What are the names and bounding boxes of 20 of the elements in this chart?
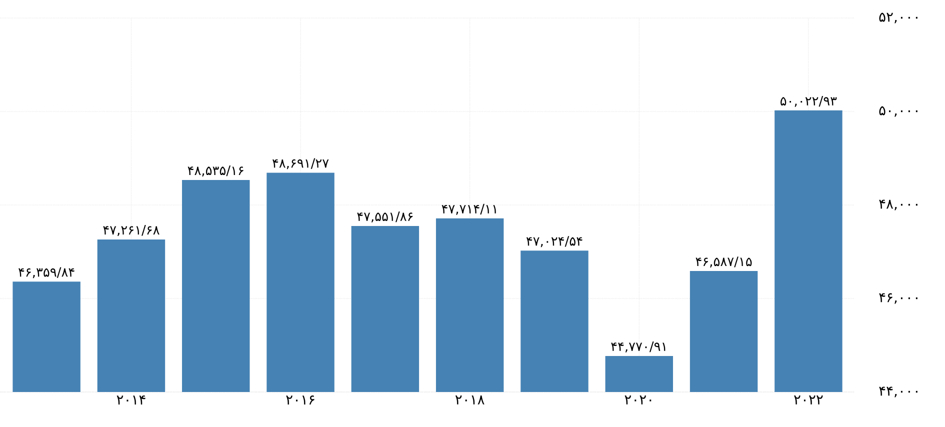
data-label: ۵۰,۰۲۲/۹۳ — [780, 96, 837, 107]
y-tick-label: ۵۲,۰۰۰ — [879, 12, 918, 24]
data-label: ۴۶,۳۵۹/۸۴ — [18, 267, 74, 278]
data-label: ۴۷,۲۶۱/۶۸ — [103, 225, 160, 236]
data-label: ۴۸,۶۹۱/۲۷ — [272, 158, 329, 170]
data-label: ۴۷,۵۵۱/۸۶ — [357, 211, 413, 222]
y-tick-label: ۴۶,۰۰۰ — [879, 293, 918, 304]
x-tick-label: ۲۰۱۸ — [455, 396, 484, 404]
data-label: ۴۷,۷۱۴/۱۱ — [442, 204, 496, 215]
y-tick-label: ۴۸,۰۰۰ — [879, 200, 918, 210]
y-tick-label: ۵۰,۰۰۰ — [879, 106, 918, 117]
data-label: ۴۷,۰۲۴/۵۴ — [526, 236, 582, 248]
x-tick-label: ۲۰۲۲ — [794, 396, 823, 404]
x-tick-label: ۲۰۱۶ — [286, 396, 314, 404]
x-tick-label: ۲۰۱۴ — [116, 396, 146, 404]
y-tick-label: ۴۴,۰۰۰ — [879, 386, 918, 398]
data-label: ۴۴,۷۷۰/۹۱ — [611, 341, 666, 352]
data-label: ۴۶,۵۸۷/۱۵ — [696, 256, 752, 268]
data-label: ۴۸,۵۳۵/۱۶ — [188, 166, 244, 176]
x-tick-label: ۲۰۲۰ — [624, 396, 652, 404]
